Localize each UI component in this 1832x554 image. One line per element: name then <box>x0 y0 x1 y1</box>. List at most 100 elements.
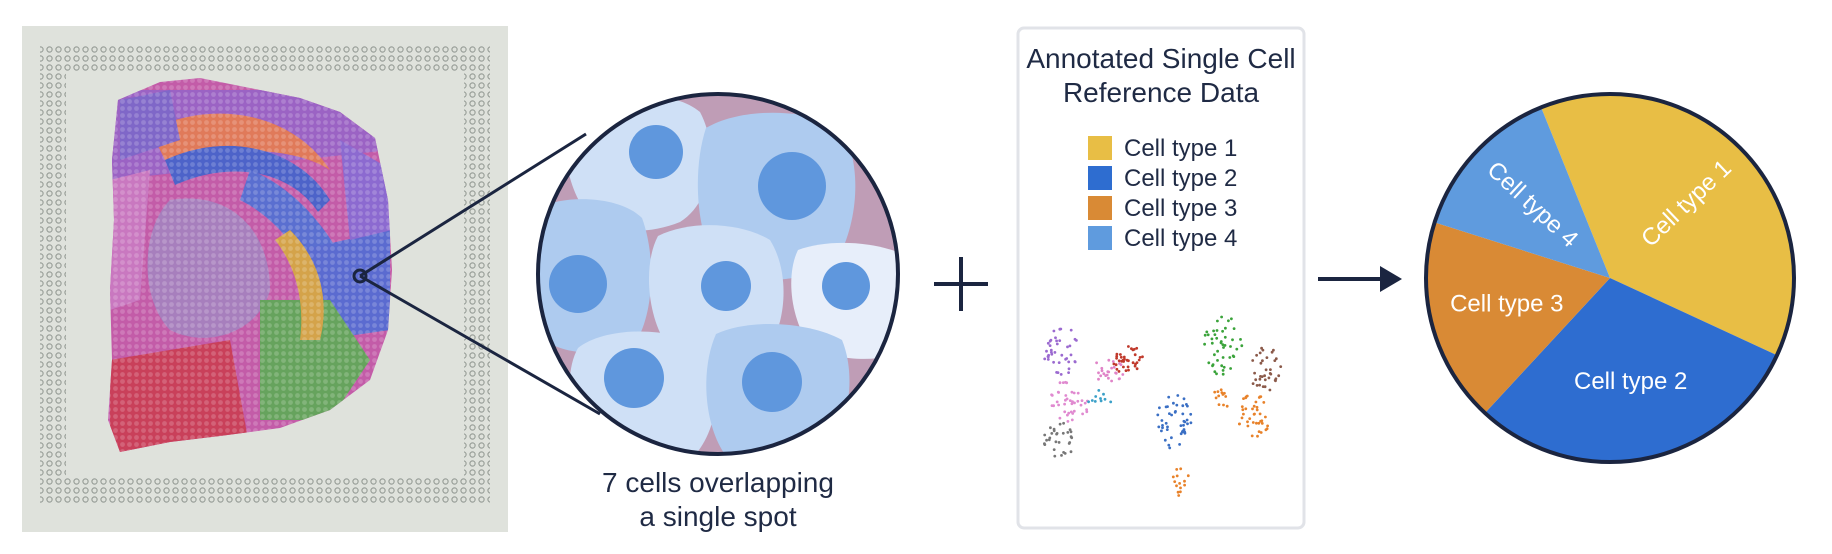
umap-point <box>1163 438 1167 442</box>
umap-point <box>1230 317 1233 321</box>
umap-point <box>1117 370 1121 373</box>
umap-point <box>1093 400 1097 403</box>
umap-point <box>1127 368 1130 372</box>
umap-point <box>1215 329 1219 332</box>
umap-point <box>1231 338 1234 342</box>
umap-point <box>1251 407 1254 411</box>
umap-point <box>1264 428 1268 432</box>
umap-point <box>1216 319 1219 323</box>
umap-point <box>1115 367 1119 371</box>
umap-point <box>1259 361 1263 365</box>
umap-point <box>1056 371 1060 374</box>
legend-label-2: Cell type 2 <box>1124 165 1237 192</box>
umap-point <box>1069 435 1073 439</box>
umap-point <box>1085 408 1088 411</box>
umap-point <box>1046 341 1050 345</box>
tissue-slide-image <box>22 26 508 532</box>
umap-point <box>1255 353 1258 357</box>
umap-point <box>1264 415 1267 419</box>
umap-point <box>1222 365 1226 369</box>
umap-point <box>1048 344 1052 347</box>
umap-point <box>1058 416 1062 420</box>
umap-point <box>1229 345 1232 348</box>
umap-point <box>1050 350 1053 354</box>
umap-point <box>1166 425 1169 429</box>
umap-point <box>1263 378 1267 382</box>
umap-point <box>1176 490 1180 494</box>
umap-point <box>1179 490 1182 494</box>
umap-point <box>1173 480 1177 483</box>
umap-point <box>1115 352 1119 356</box>
umap-point <box>1222 346 1225 349</box>
umap-point <box>1057 441 1061 444</box>
umap-point <box>1263 374 1266 378</box>
umap-point <box>1182 397 1186 401</box>
umap-point <box>1240 405 1244 408</box>
umap-point <box>1179 486 1182 490</box>
umap-point <box>1252 412 1256 416</box>
umap-scatter-plot <box>1043 315 1283 497</box>
umap-point <box>1245 394 1249 398</box>
pie-label-3: Cell type 3 <box>1450 291 1563 318</box>
umap-point <box>1211 364 1214 368</box>
plus-icon <box>934 257 988 311</box>
umap-point <box>1054 440 1058 444</box>
umap-point <box>1215 372 1218 376</box>
umap-point <box>1072 391 1076 395</box>
umap-point <box>1254 400 1258 404</box>
umap-point <box>1071 400 1074 403</box>
umap-point <box>1102 392 1105 396</box>
umap-point <box>1257 396 1261 399</box>
umap-point <box>1106 370 1110 373</box>
umap-point <box>1161 424 1164 427</box>
umap-point <box>1213 390 1217 394</box>
umap-point <box>1073 337 1077 341</box>
umap-point <box>1097 389 1101 392</box>
umap-point <box>1214 396 1218 400</box>
umap-point <box>1223 335 1227 339</box>
umap-point <box>1141 355 1144 359</box>
cell-7 <box>706 323 850 454</box>
umap-point <box>1117 359 1121 363</box>
umap-point <box>1217 403 1221 406</box>
umap-point <box>1050 393 1053 397</box>
umap-point <box>1073 360 1077 364</box>
umap-point <box>1225 404 1229 408</box>
umap-point <box>1252 404 1256 408</box>
umap-point <box>1055 342 1059 346</box>
umap-point <box>1067 360 1071 364</box>
umap-point <box>1064 357 1067 361</box>
umap-point <box>1134 362 1137 366</box>
umap-point <box>1058 422 1062 426</box>
umap-point <box>1115 354 1119 358</box>
umap-point <box>1067 367 1071 371</box>
caption-line-2: a single spot <box>639 501 796 532</box>
umap-point <box>1053 454 1057 458</box>
umap-point <box>1212 329 1215 333</box>
umap-point <box>1083 401 1087 405</box>
umap-point <box>1164 405 1168 409</box>
umap-point <box>1266 424 1269 428</box>
umap-point <box>1241 408 1245 412</box>
umap-point <box>1054 336 1057 340</box>
umap-point <box>1057 361 1061 364</box>
umap-point <box>1157 425 1161 429</box>
umap-point <box>1047 438 1051 442</box>
zoom-line-bottom <box>359 274 601 416</box>
zoom-line-top <box>359 132 587 278</box>
umap-point <box>1235 347 1239 351</box>
umap-point <box>1046 358 1050 361</box>
umap-point <box>1216 390 1220 393</box>
umap-point <box>1186 474 1190 478</box>
legend-item-1: Cell type 1 <box>1088 135 1237 162</box>
umap-point <box>1221 329 1224 333</box>
pie-label-2: Cell type 2 <box>1574 368 1687 395</box>
umap-point <box>1206 333 1210 337</box>
umap-point <box>1117 377 1121 381</box>
umap-point <box>1181 404 1185 408</box>
pie-slice-2 <box>1485 278 1777 462</box>
umap-point <box>1122 365 1125 369</box>
umap-point <box>1131 361 1135 365</box>
umap-point <box>1213 353 1216 357</box>
legend-item-2: Cell type 2 <box>1088 165 1237 192</box>
